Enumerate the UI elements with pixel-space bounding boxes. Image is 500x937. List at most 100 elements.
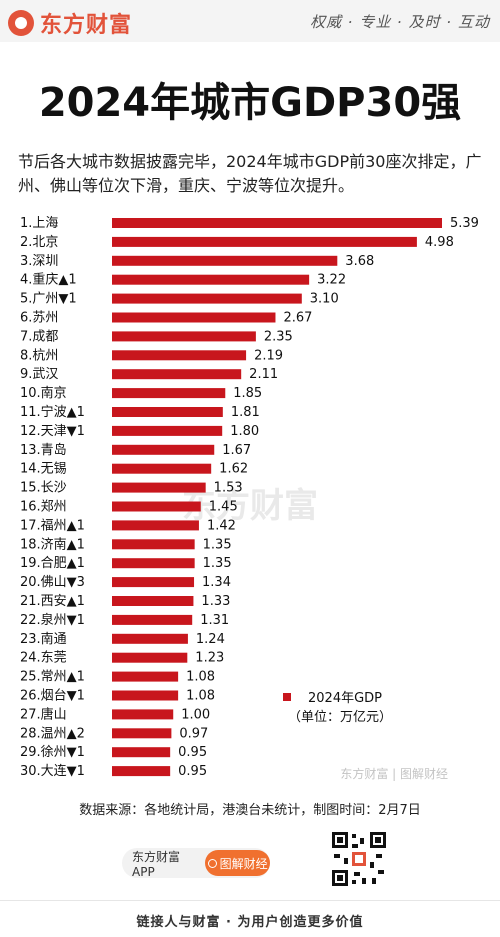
category-label: 3.深圳 — [20, 254, 58, 269]
intro-text: 节后各大城市数据披露完毕，2024年城市GDP前30座次排定，广州、佛山等位次下… — [18, 152, 482, 195]
bar — [112, 463, 212, 474]
bar — [112, 652, 188, 663]
category-label: 17.福州▲1 — [20, 518, 85, 533]
bar — [112, 633, 188, 644]
category-label: 27.唐山 — [20, 706, 67, 722]
category-label: 9.武汉 — [20, 367, 58, 382]
category-label: 5.广州▼1 — [20, 292, 77, 307]
category-label: 19.合肥▲1 — [20, 556, 85, 571]
bar — [112, 709, 174, 720]
value-label: 1.34 — [202, 575, 231, 590]
value-label: 1.35 — [203, 556, 232, 571]
brand-logo-icon — [8, 10, 34, 36]
value-label: 1.81 — [231, 405, 260, 420]
value-label: 1.53 — [214, 481, 243, 496]
value-label: 1.62 — [219, 462, 248, 477]
bar — [112, 539, 195, 550]
value-label: 1.42 — [207, 518, 236, 533]
bar — [112, 596, 194, 606]
value-label: 1.35 — [203, 537, 232, 552]
value-label: 0.97 — [179, 726, 208, 741]
value-label: 1.23 — [195, 651, 224, 666]
value-label: 1.31 — [200, 613, 229, 628]
value-label: 1.08 — [186, 670, 215, 685]
category-label: 20.佛山▼3 — [20, 575, 85, 590]
watermark-center: 东方财富 — [182, 486, 318, 526]
value-label: 4.98 — [425, 235, 454, 250]
category-label: 21.西安▲1 — [20, 594, 85, 609]
value-label: 1.85 — [233, 386, 262, 401]
bar — [112, 425, 223, 436]
bar — [112, 218, 442, 228]
bar — [112, 331, 256, 342]
app-name: 东方财富APP — [132, 849, 181, 879]
value-label: 3.68 — [345, 254, 374, 269]
header-bar: 东方财富 权威 · 专业 · 及时 · 互动 — [0, 0, 500, 42]
bar — [112, 350, 247, 361]
category-label: 12.天津▼1 — [20, 424, 85, 439]
bar — [112, 614, 193, 625]
title-main: 2024年城市GDP — [38, 80, 366, 126]
bar — [112, 274, 310, 285]
value-label: 5.39 — [450, 216, 479, 231]
qr-code-icon — [330, 830, 388, 888]
category-label: 6.苏州 — [20, 310, 58, 326]
value-label: 3.10 — [310, 292, 339, 307]
brand-slogan: 权威 · 专业 · 及时 · 互动 — [310, 13, 490, 31]
value-label: 1.45 — [209, 500, 238, 515]
bar — [112, 690, 179, 701]
title-highlight: 30强 — [365, 80, 462, 126]
app-button-label: 图解财经 — [219, 856, 268, 871]
bar — [112, 444, 215, 455]
category-label: 2.北京 — [20, 235, 58, 250]
legend-swatch — [283, 693, 291, 701]
value-label: 1.00 — [181, 707, 210, 722]
app-promo[interactable]: 东方财富APP 图解财经 — [122, 848, 270, 879]
category-label: 23.南通 — [20, 631, 67, 647]
footer-divider — [0, 900, 500, 901]
brand-name: 东方财富 — [40, 13, 133, 38]
watermark-corner: 东方财富 | 图解财经 — [340, 766, 448, 781]
data-source-note: 数据来源：各地统计局，港澳台未统计，制图时间：2月7日 — [79, 803, 421, 818]
category-label: 15.长沙 — [20, 481, 67, 496]
bar — [112, 388, 226, 399]
bar — [112, 747, 171, 758]
bar — [112, 558, 195, 569]
bar — [112, 766, 171, 777]
search-icon — [207, 858, 217, 868]
category-label: 16.郑州 — [20, 500, 67, 515]
bar — [112, 520, 199, 531]
category-label: 30.大连▼1 — [20, 763, 85, 779]
app-open-button[interactable]: 图解财经 — [205, 850, 270, 876]
value-label: 1.33 — [201, 594, 230, 609]
value-label: 2.35 — [264, 329, 293, 344]
category-label: 7.成都 — [20, 329, 58, 344]
page-title: 2024年城市GDP30强 — [0, 70, 500, 128]
category-label: 8.杭州 — [20, 348, 58, 363]
bar — [112, 293, 302, 304]
category-label: 26.烟台▼1 — [20, 689, 85, 704]
value-label: 3.22 — [317, 273, 346, 288]
category-label: 18.济南▲1 — [20, 536, 85, 552]
category-label: 4.重庆▲1 — [20, 272, 77, 288]
category-label: 11.宁波▲1 — [20, 404, 85, 420]
value-label: 1.80 — [230, 424, 259, 439]
bar — [112, 728, 172, 739]
legend-label: 2024年GDP — [308, 691, 382, 706]
value-label: 1.24 — [196, 632, 225, 647]
value-label: 1.67 — [222, 443, 251, 458]
bar — [112, 407, 223, 417]
bar — [112, 577, 195, 588]
brand-logo: 东方财富 — [8, 7, 132, 39]
bar — [112, 482, 206, 493]
category-label: 29.徐州▼1 — [20, 745, 85, 760]
bar — [112, 312, 276, 323]
value-label: 2.67 — [283, 311, 312, 326]
value-label: 2.19 — [254, 348, 283, 363]
category-label: 14.无锡 — [20, 462, 67, 477]
category-label: 28.温州▲2 — [20, 726, 85, 741]
value-label: 0.95 — [178, 745, 207, 760]
bar — [112, 501, 201, 512]
category-label: 22.泉州▼1 — [20, 612, 85, 628]
